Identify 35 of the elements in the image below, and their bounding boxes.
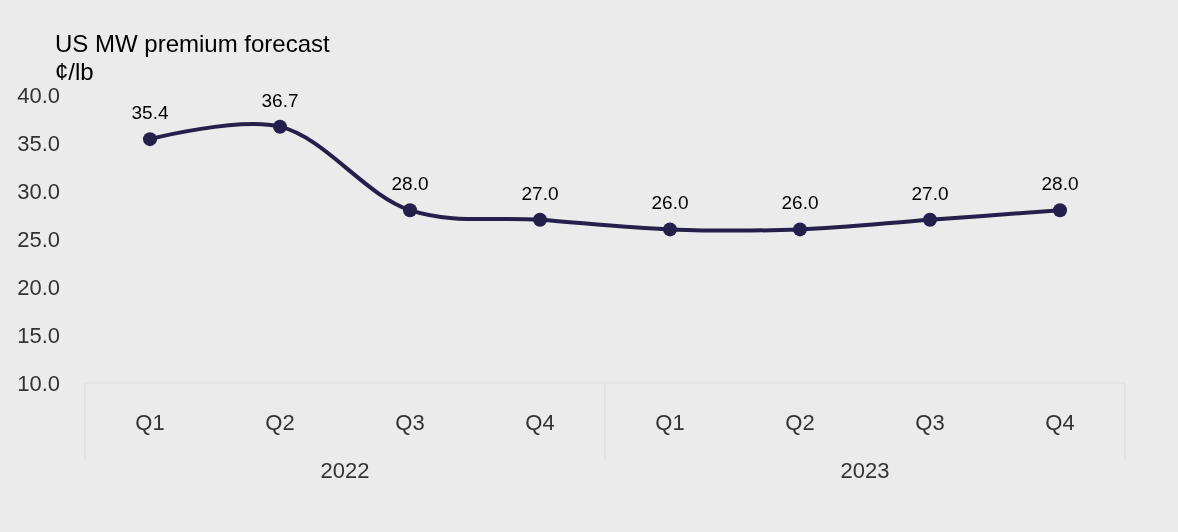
x-tick-label: Q1 [135, 410, 165, 435]
point [403, 203, 417, 218]
data-label: 27.0 [521, 182, 559, 204]
data-label: 28.0 [391, 173, 429, 195]
y-tick-label: 25.0 [17, 227, 60, 252]
point [273, 119, 287, 134]
y-tick-label: 30.0 [17, 179, 60, 204]
point [1053, 203, 1067, 218]
data-label: 27.0 [911, 182, 949, 204]
x-tick-label: Q3 [395, 410, 425, 435]
data-label: 26.0 [651, 192, 689, 214]
x-tick-label: Q3 [915, 410, 945, 435]
point [143, 132, 157, 147]
chart-title: US MW premium forecast [55, 30, 331, 57]
data-label: 35.4 [131, 102, 169, 124]
y-tick-label: 40.0 [17, 83, 60, 108]
point [663, 222, 677, 237]
point [793, 222, 807, 237]
data-label: 36.7 [261, 89, 299, 111]
y-tick-label: 10.0 [17, 371, 60, 396]
data-label: 28.0 [1041, 173, 1079, 195]
text: 2023 [840, 458, 890, 483]
point [533, 212, 547, 227]
x-tick-label: Q2 [785, 410, 815, 435]
y-tick-label: 15.0 [17, 323, 60, 348]
y-tick-label: 35.0 [17, 131, 60, 156]
point [923, 212, 937, 227]
x-tick-label: Q4 [525, 410, 555, 435]
x-tick-label: Q2 [265, 410, 295, 435]
x-tick-label: Q1 [655, 410, 685, 435]
data-label: 26.0 [781, 192, 819, 214]
x-tick-label: Q4 [1045, 410, 1075, 435]
text: 2022 [320, 458, 370, 483]
y-tick-label: 20.0 [17, 275, 60, 300]
y-axis-title: ¢/lb [55, 58, 94, 85]
